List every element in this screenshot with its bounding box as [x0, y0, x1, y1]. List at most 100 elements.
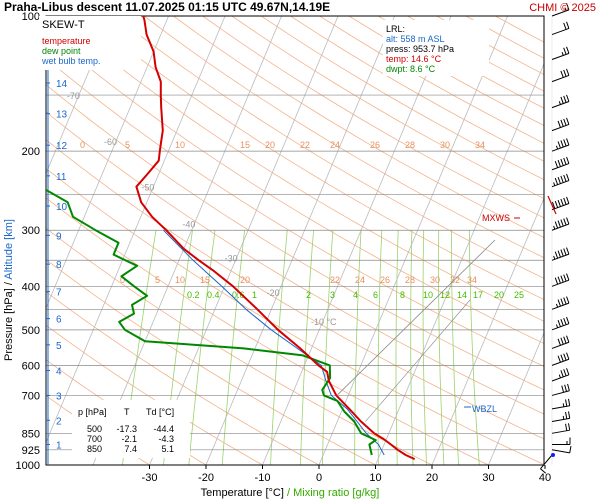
wind-barb-flag [560, 318, 564, 326]
isotherm-label: -50 [141, 183, 154, 193]
wind-barb-flag [563, 139, 567, 147]
wind-barb-half [561, 51, 564, 56]
wind-barb-staff [551, 144, 570, 152]
theta-label: 28 [405, 140, 415, 150]
altitude-tick-label: 11 [56, 172, 67, 183]
table-cell: 500 [87, 424, 102, 434]
mixing-ratio-line [438, 230, 445, 465]
table-cell: 700 [87, 434, 102, 444]
theta-label: 20 [265, 140, 275, 150]
lrl-temperature: temp: 14.6 °C [386, 54, 442, 64]
wind-barb-half [558, 101, 561, 105]
wind-barb [551, 68, 570, 83]
wind-barb-flag [566, 3, 570, 11]
isotherm-line [488, 331, 544, 465]
wind-barb-flag [566, 352, 570, 360]
mixing-ratio-label: 1 [252, 290, 257, 300]
wind-barb [551, 94, 570, 109]
wind-barb-flag [560, 158, 564, 166]
mixing-ratio-line [377, 230, 383, 465]
mixing-ratio-line [422, 230, 427, 465]
lrl-pressure: press: 953.7 hPa [386, 44, 454, 54]
x-axis-title-sep: / [287, 487, 291, 499]
y-axis-title-altitude: Altitude [km] [3, 219, 15, 280]
wind-barb-half [555, 303, 559, 308]
theta-label: 5 [125, 140, 130, 150]
wind-barb-flag [566, 273, 570, 281]
wind-barb [552, 437, 571, 445]
wind-barb [551, 117, 570, 132]
mixing-ratio-label: 3 [330, 290, 335, 300]
wind-barb-staff [551, 27, 570, 36]
wind-barb-flag [568, 398, 571, 406]
isotherm-line [431, 197, 544, 465]
wind-barb-flag [563, 369, 567, 377]
temperature-tick-label: 40 [539, 472, 551, 484]
wind-barb-flag [565, 411, 568, 419]
wind-barb-staff [551, 358, 570, 366]
wind-barb [551, 21, 570, 36]
pressure-tick-label: 300 [22, 225, 40, 237]
copyright-link[interactable]: CHMI © 2025 [529, 2, 596, 14]
wind-barb-flag [560, 119, 564, 127]
temperature-tick-label: 30 [482, 472, 494, 484]
wind-barb-flag [554, 221, 559, 229]
theta-label: 26 [370, 140, 380, 150]
mixing-ratio-label: 0.4 [207, 290, 220, 300]
wind-barb-staff [551, 323, 570, 331]
wind-barb-flag [566, 21, 570, 29]
profile-series [46, 16, 496, 461]
wind-barb-half [562, 403, 565, 407]
reference-line [336, 239, 496, 396]
isotherm-label: -60 [104, 137, 117, 147]
wind-barb-half [562, 415, 565, 420]
mixing-ratio-label: 4 [353, 290, 358, 300]
wind-barb [551, 173, 570, 188]
dry-adiabat-line [495, 16, 544, 43]
wind-barb-flag [560, 354, 564, 362]
wind-barb-flag [565, 399, 568, 407]
theta-label: 5 [155, 275, 160, 285]
dry-adiabat-line [465, 16, 544, 59]
wind-barb-staff [551, 52, 570, 60]
wind-barb-flag [566, 138, 570, 146]
wind-barb [551, 368, 570, 382]
x-axis-title: Temperature [°C] / Mixing ratio [g/kg] [201, 487, 380, 499]
temperature-tick-label: -10 [255, 472, 271, 484]
wind-barb-flag [566, 156, 570, 164]
dry-adiabat-line [319, 16, 544, 144]
altitude-tick-label: 12 [56, 141, 68, 152]
wind-barb-flag [551, 201, 556, 209]
x-axis-title-temperature: Temperature [°C] [201, 487, 284, 499]
wind-barb-flag [557, 176, 561, 184]
wind-barb-flag [560, 275, 564, 283]
wind-barb-flag [540, 468, 547, 474]
wind-barb-flag [563, 336, 567, 344]
wind-barb [551, 335, 570, 349]
wind-barb-staff [551, 374, 570, 382]
mixing-ratio-label: 0.2 [187, 290, 200, 300]
wind-barb [551, 316, 570, 331]
wind-barb-flag [566, 247, 570, 255]
table-cell: 7.4 [124, 444, 137, 454]
y-axis-title-sep: / [3, 281, 15, 285]
legend-background [39, 16, 141, 70]
background-grid: -80 °C-70-60-50-40-30-20-10 °C0 5 10 15 20 22… [46, 16, 544, 465]
wind-barb-flag [568, 411, 571, 419]
level-table: p [hPa] T Td [°C] 500 -17.3 -44.4 700 -2… [72, 400, 190, 458]
altitude-tick-label: 4 [56, 367, 62, 378]
wind-barb-flag [566, 316, 570, 324]
temperature-tick-label: -20 [198, 472, 214, 484]
isotherm-label: -30 [225, 253, 238, 263]
wind-barb-flag [566, 196, 570, 204]
wind-barb-flag [563, 22, 567, 30]
wind-barb-staff [551, 101, 570, 109]
temperature-tick-label: -30 [142, 472, 158, 484]
theta-label: 22 [330, 275, 340, 285]
wind-barb-flag [557, 159, 561, 167]
altitude-tick-label: 8 [56, 260, 62, 271]
isotherm-label: -40 [182, 220, 195, 230]
wind-barb-flag [560, 70, 564, 78]
isotherm-line [205, 16, 395, 465]
